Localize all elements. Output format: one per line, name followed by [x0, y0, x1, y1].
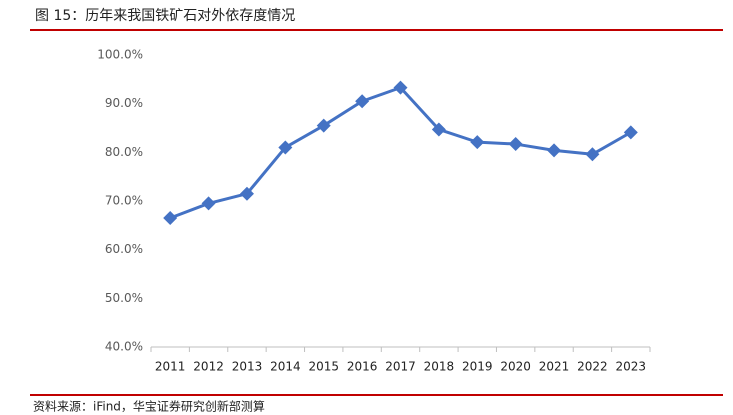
x-tick-label: 2016	[347, 360, 378, 374]
y-tick-label: 40.0%	[105, 340, 143, 354]
marker	[623, 125, 638, 140]
chart-title: 图 15：历年来我国铁矿石对外依存度情况	[35, 8, 295, 24]
x-tick-label: 2014	[270, 360, 301, 374]
marker	[431, 122, 446, 137]
marker	[393, 80, 408, 95]
x-tick-label: 2013	[232, 360, 263, 374]
x-tick-label: 2012	[193, 360, 224, 374]
series-line	[169, 86, 632, 220]
marker	[508, 137, 523, 152]
x-tick-label: 2020	[500, 360, 531, 374]
x-tick-label: 2019	[462, 360, 493, 374]
y-tick-label: 90.0%	[105, 96, 143, 110]
y-tick-label: 60.0%	[105, 242, 143, 256]
y-tick-label: 50.0%	[105, 291, 143, 305]
x-tick-label: 2023	[616, 360, 647, 374]
marker	[163, 211, 178, 226]
x-tick-label: 2017	[385, 360, 416, 374]
x-tick-label: 2011	[155, 360, 186, 374]
x-tick-label: 2022	[577, 360, 608, 374]
marker	[201, 196, 216, 211]
marker	[470, 135, 485, 150]
x-tick-label: 2015	[308, 360, 339, 374]
marker	[585, 147, 600, 162]
marker	[278, 140, 293, 155]
marker	[355, 94, 370, 109]
y-tick-label: 100.0%	[97, 48, 143, 62]
x-tick-label: 2018	[424, 360, 455, 374]
y-tick-label: 80.0%	[105, 145, 143, 159]
marker	[547, 143, 562, 158]
source-note: 资料来源：iFind，华宝证券研究创新部测算	[33, 399, 265, 414]
y-tick-label: 70.0%	[105, 194, 143, 208]
x-tick-label: 2021	[539, 360, 570, 374]
marker	[239, 186, 254, 201]
marker	[316, 118, 331, 133]
